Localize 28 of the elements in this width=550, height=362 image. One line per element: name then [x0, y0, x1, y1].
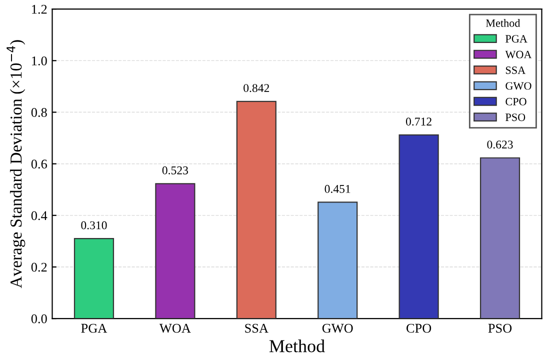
x-axis-title: Method: [269, 340, 325, 352]
legend-title: Method: [486, 19, 520, 27]
data-label: 0.623: [487, 140, 513, 149]
y-tick-label: 0.4: [31, 211, 48, 220]
x-tick-label: PSO: [488, 324, 512, 333]
legend-label: PSO: [506, 114, 526, 122]
data-label: 0.523: [162, 166, 188, 174]
y-tick-label: 0.2: [31, 262, 47, 272]
y-tick-label: 0.0: [31, 314, 47, 324]
x-tick-label: PGA: [81, 324, 108, 333]
y-tick-label: 1.2: [32, 4, 47, 14]
y-tick-label: 1.0: [32, 56, 47, 66]
y-tick-label: 0.6: [31, 160, 47, 169]
x-tick-label: WOA: [159, 324, 191, 333]
legend-label: CPO: [506, 98, 526, 106]
data-label: 0.712: [406, 118, 432, 126]
x-tick-label: GWO: [322, 324, 353, 333]
x-tick-label: SSA: [245, 324, 268, 333]
data-label: 0.842: [244, 84, 270, 92]
data-label: 0.451: [324, 184, 350, 193]
legend-label: PGA: [506, 35, 528, 43]
legend-label: SSA: [506, 66, 526, 74]
y-tick-label: 0.8: [31, 108, 47, 117]
y-axis-title: Average Standard Deviation (×10$^{−4}$): [6, 40, 26, 288]
data-label: 0.310: [81, 221, 107, 230]
legend-label: WOA: [505, 50, 532, 58]
legend-label: GWO: [506, 82, 532, 90]
x-tick-label: CPO: [406, 324, 432, 333]
